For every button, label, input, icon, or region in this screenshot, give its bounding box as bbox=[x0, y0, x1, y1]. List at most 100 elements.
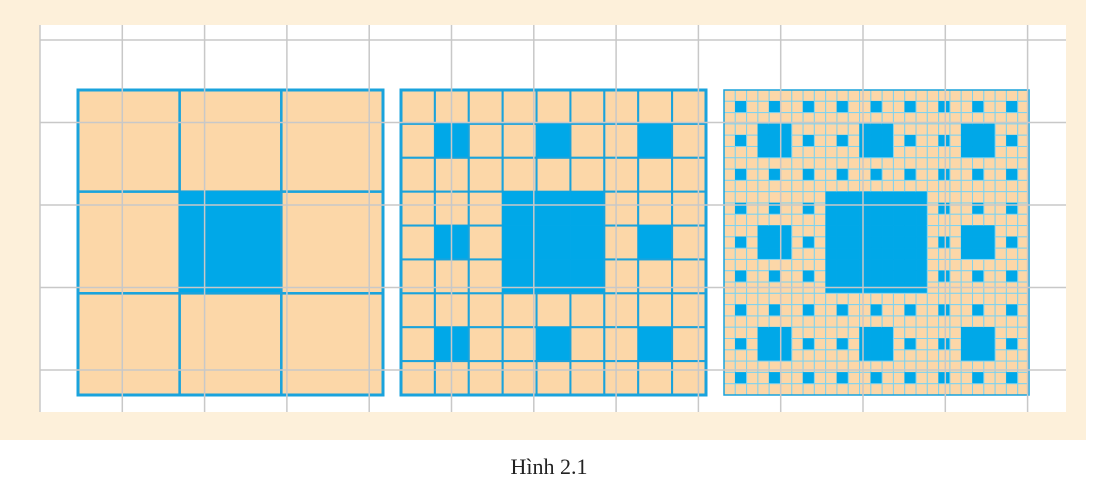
hole bbox=[802, 270, 815, 283]
cell bbox=[847, 168, 861, 181]
cell bbox=[847, 100, 861, 114]
cell bbox=[892, 145, 906, 159]
cell bbox=[960, 100, 974, 114]
cell bbox=[836, 349, 849, 362]
hole bbox=[802, 372, 815, 384]
cell bbox=[746, 157, 759, 170]
cell bbox=[1005, 383, 1019, 396]
cell bbox=[400, 224, 436, 261]
cell bbox=[915, 145, 928, 159]
hole bbox=[972, 247, 985, 260]
cell bbox=[847, 179, 861, 193]
hole bbox=[780, 146, 793, 159]
hole bbox=[757, 146, 770, 159]
cell bbox=[779, 191, 793, 204]
cell bbox=[825, 338, 838, 351]
hole bbox=[802, 236, 815, 249]
hole bbox=[768, 101, 781, 113]
cell bbox=[847, 315, 861, 328]
cell bbox=[723, 315, 736, 328]
cell bbox=[791, 145, 804, 159]
cell bbox=[802, 179, 815, 193]
cell bbox=[757, 270, 770, 283]
hole bbox=[870, 225, 883, 238]
cell bbox=[949, 383, 962, 396]
hole bbox=[570, 225, 605, 260]
cell bbox=[859, 315, 872, 328]
cell bbox=[768, 213, 781, 227]
cell bbox=[734, 258, 748, 272]
cell bbox=[746, 134, 759, 147]
cell bbox=[779, 179, 793, 193]
hole bbox=[836, 236, 849, 249]
hole bbox=[870, 304, 883, 317]
hole bbox=[637, 123, 673, 159]
cell bbox=[813, 383, 827, 396]
cell bbox=[637, 190, 674, 227]
cell bbox=[757, 292, 770, 306]
hole bbox=[983, 236, 996, 249]
hole bbox=[802, 338, 815, 351]
cell bbox=[813, 145, 827, 159]
cell bbox=[671, 156, 707, 193]
cell bbox=[960, 168, 974, 181]
cell bbox=[757, 157, 770, 170]
cell bbox=[915, 349, 928, 362]
cell bbox=[501, 292, 538, 329]
hole bbox=[836, 338, 849, 351]
cell bbox=[949, 258, 962, 272]
cell bbox=[734, 213, 748, 227]
cell bbox=[535, 360, 572, 397]
cell bbox=[972, 89, 985, 102]
cell bbox=[926, 179, 940, 193]
cell bbox=[723, 89, 736, 102]
hole bbox=[972, 146, 985, 159]
cell bbox=[847, 157, 861, 170]
cell bbox=[949, 168, 962, 181]
cell bbox=[791, 179, 804, 193]
cell bbox=[847, 134, 861, 147]
cell bbox=[949, 191, 962, 204]
cell bbox=[734, 123, 748, 136]
hole bbox=[960, 123, 973, 136]
cell bbox=[813, 100, 827, 114]
cell bbox=[847, 292, 861, 306]
hole bbox=[983, 225, 996, 238]
cell bbox=[723, 213, 736, 227]
hole bbox=[859, 134, 872, 147]
hole bbox=[1006, 338, 1018, 351]
carpet-border bbox=[399, 88, 708, 397]
cell bbox=[501, 122, 538, 159]
cell bbox=[76, 292, 181, 397]
cell bbox=[637, 156, 674, 193]
hole bbox=[735, 168, 747, 181]
cell bbox=[535, 156, 572, 193]
caption: Hình 2.1 bbox=[511, 454, 588, 479]
hole bbox=[881, 214, 894, 226]
cell bbox=[904, 326, 917, 340]
cell bbox=[1005, 145, 1019, 159]
hole bbox=[881, 123, 894, 136]
hole bbox=[780, 225, 793, 238]
hole bbox=[960, 247, 973, 260]
hole bbox=[768, 225, 781, 238]
cell bbox=[994, 145, 1007, 159]
cell bbox=[904, 89, 917, 102]
cell bbox=[723, 225, 736, 238]
cell bbox=[768, 157, 781, 170]
cell bbox=[825, 168, 838, 181]
cell bbox=[813, 179, 827, 193]
hole bbox=[768, 236, 781, 249]
cell bbox=[723, 270, 736, 283]
cell bbox=[1005, 179, 1019, 193]
hole bbox=[960, 326, 973, 339]
hole bbox=[848, 225, 860, 238]
hole bbox=[983, 134, 996, 147]
cell bbox=[847, 304, 861, 317]
cell bbox=[746, 258, 759, 272]
hole bbox=[904, 101, 917, 113]
cell bbox=[983, 191, 996, 204]
hole bbox=[881, 134, 894, 147]
cell bbox=[791, 100, 804, 114]
